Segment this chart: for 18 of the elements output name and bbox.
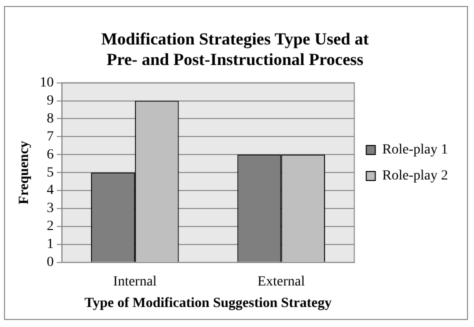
y-tick-label: 4 (46, 183, 54, 198)
y-tick-label: 3 (46, 201, 54, 216)
x-axis-title: Type of Modification Suggestion Strategy (84, 296, 332, 312)
chart-title: Modification Strategies Type Used at Pre- and Post-Instructional Process (101, 30, 370, 69)
y-tick-label: 0 (46, 255, 54, 270)
x-tick-label: External (257, 274, 305, 290)
y-tick-label: 10 (40, 75, 54, 90)
y-tick-label: 8 (46, 111, 54, 126)
y-tick-label: 9 (46, 93, 54, 108)
y-axis-title: Frequency (17, 140, 32, 204)
y-tick-label: 7 (46, 129, 54, 144)
y-tick-label: 5 (46, 165, 54, 180)
legend-label: Role-play 1 (382, 142, 448, 158)
x-tick-label: Internal (113, 274, 157, 290)
legend-label: Role-play 2 (382, 168, 448, 184)
y-tick-label: 1 (46, 237, 54, 252)
y-tick-label: 6 (46, 147, 54, 162)
y-tick-label: 2 (46, 219, 54, 234)
